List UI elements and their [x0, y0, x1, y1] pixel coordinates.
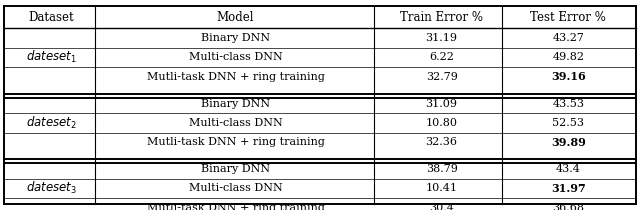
Text: 43.53: 43.53 — [552, 98, 584, 109]
Text: 31.09: 31.09 — [426, 98, 458, 109]
Text: Multi-class DNN: Multi-class DNN — [189, 183, 282, 193]
Text: $\mathit{dateset}_{3}$: $\mathit{dateset}_{3}$ — [26, 180, 77, 196]
Text: Mutli-task DNN + ring training: Mutli-task DNN + ring training — [147, 72, 324, 82]
Text: 49.82: 49.82 — [552, 52, 584, 62]
Text: 30.4: 30.4 — [429, 203, 454, 210]
Text: 52.53: 52.53 — [552, 118, 584, 128]
Text: Dataset: Dataset — [28, 11, 74, 24]
Text: 31.97: 31.97 — [551, 183, 586, 194]
Text: 39.89: 39.89 — [551, 137, 586, 148]
Text: 38.79: 38.79 — [426, 164, 458, 174]
Text: Binary DNN: Binary DNN — [201, 164, 270, 174]
Text: 10.80: 10.80 — [426, 118, 458, 128]
Text: Test Error %: Test Error % — [531, 11, 606, 24]
Text: 32.36: 32.36 — [426, 137, 458, 147]
Text: 31.19: 31.19 — [426, 33, 458, 43]
Text: 36.68: 36.68 — [552, 203, 584, 210]
Text: Mutli-task DNN + ring training: Mutli-task DNN + ring training — [147, 137, 324, 147]
Text: 39.16: 39.16 — [551, 71, 586, 82]
Text: 43.27: 43.27 — [552, 33, 584, 43]
Text: Multi-class DNN: Multi-class DNN — [189, 118, 282, 128]
Text: Model: Model — [217, 11, 254, 24]
Text: Binary DNN: Binary DNN — [201, 98, 270, 109]
Text: $\mathit{dateset}_{1}$: $\mathit{dateset}_{1}$ — [26, 49, 77, 65]
Text: Mutli-task DNN + ring training: Mutli-task DNN + ring training — [147, 203, 324, 210]
Text: 6.22: 6.22 — [429, 52, 454, 62]
Text: Binary DNN: Binary DNN — [201, 33, 270, 43]
Text: Multi-class DNN: Multi-class DNN — [189, 52, 282, 62]
Text: 32.79: 32.79 — [426, 72, 458, 82]
Text: $\mathit{dateset}_{2}$: $\mathit{dateset}_{2}$ — [26, 115, 77, 131]
Text: 43.4: 43.4 — [556, 164, 580, 174]
Text: Train Error %: Train Error % — [400, 11, 483, 24]
Text: 10.41: 10.41 — [426, 183, 458, 193]
